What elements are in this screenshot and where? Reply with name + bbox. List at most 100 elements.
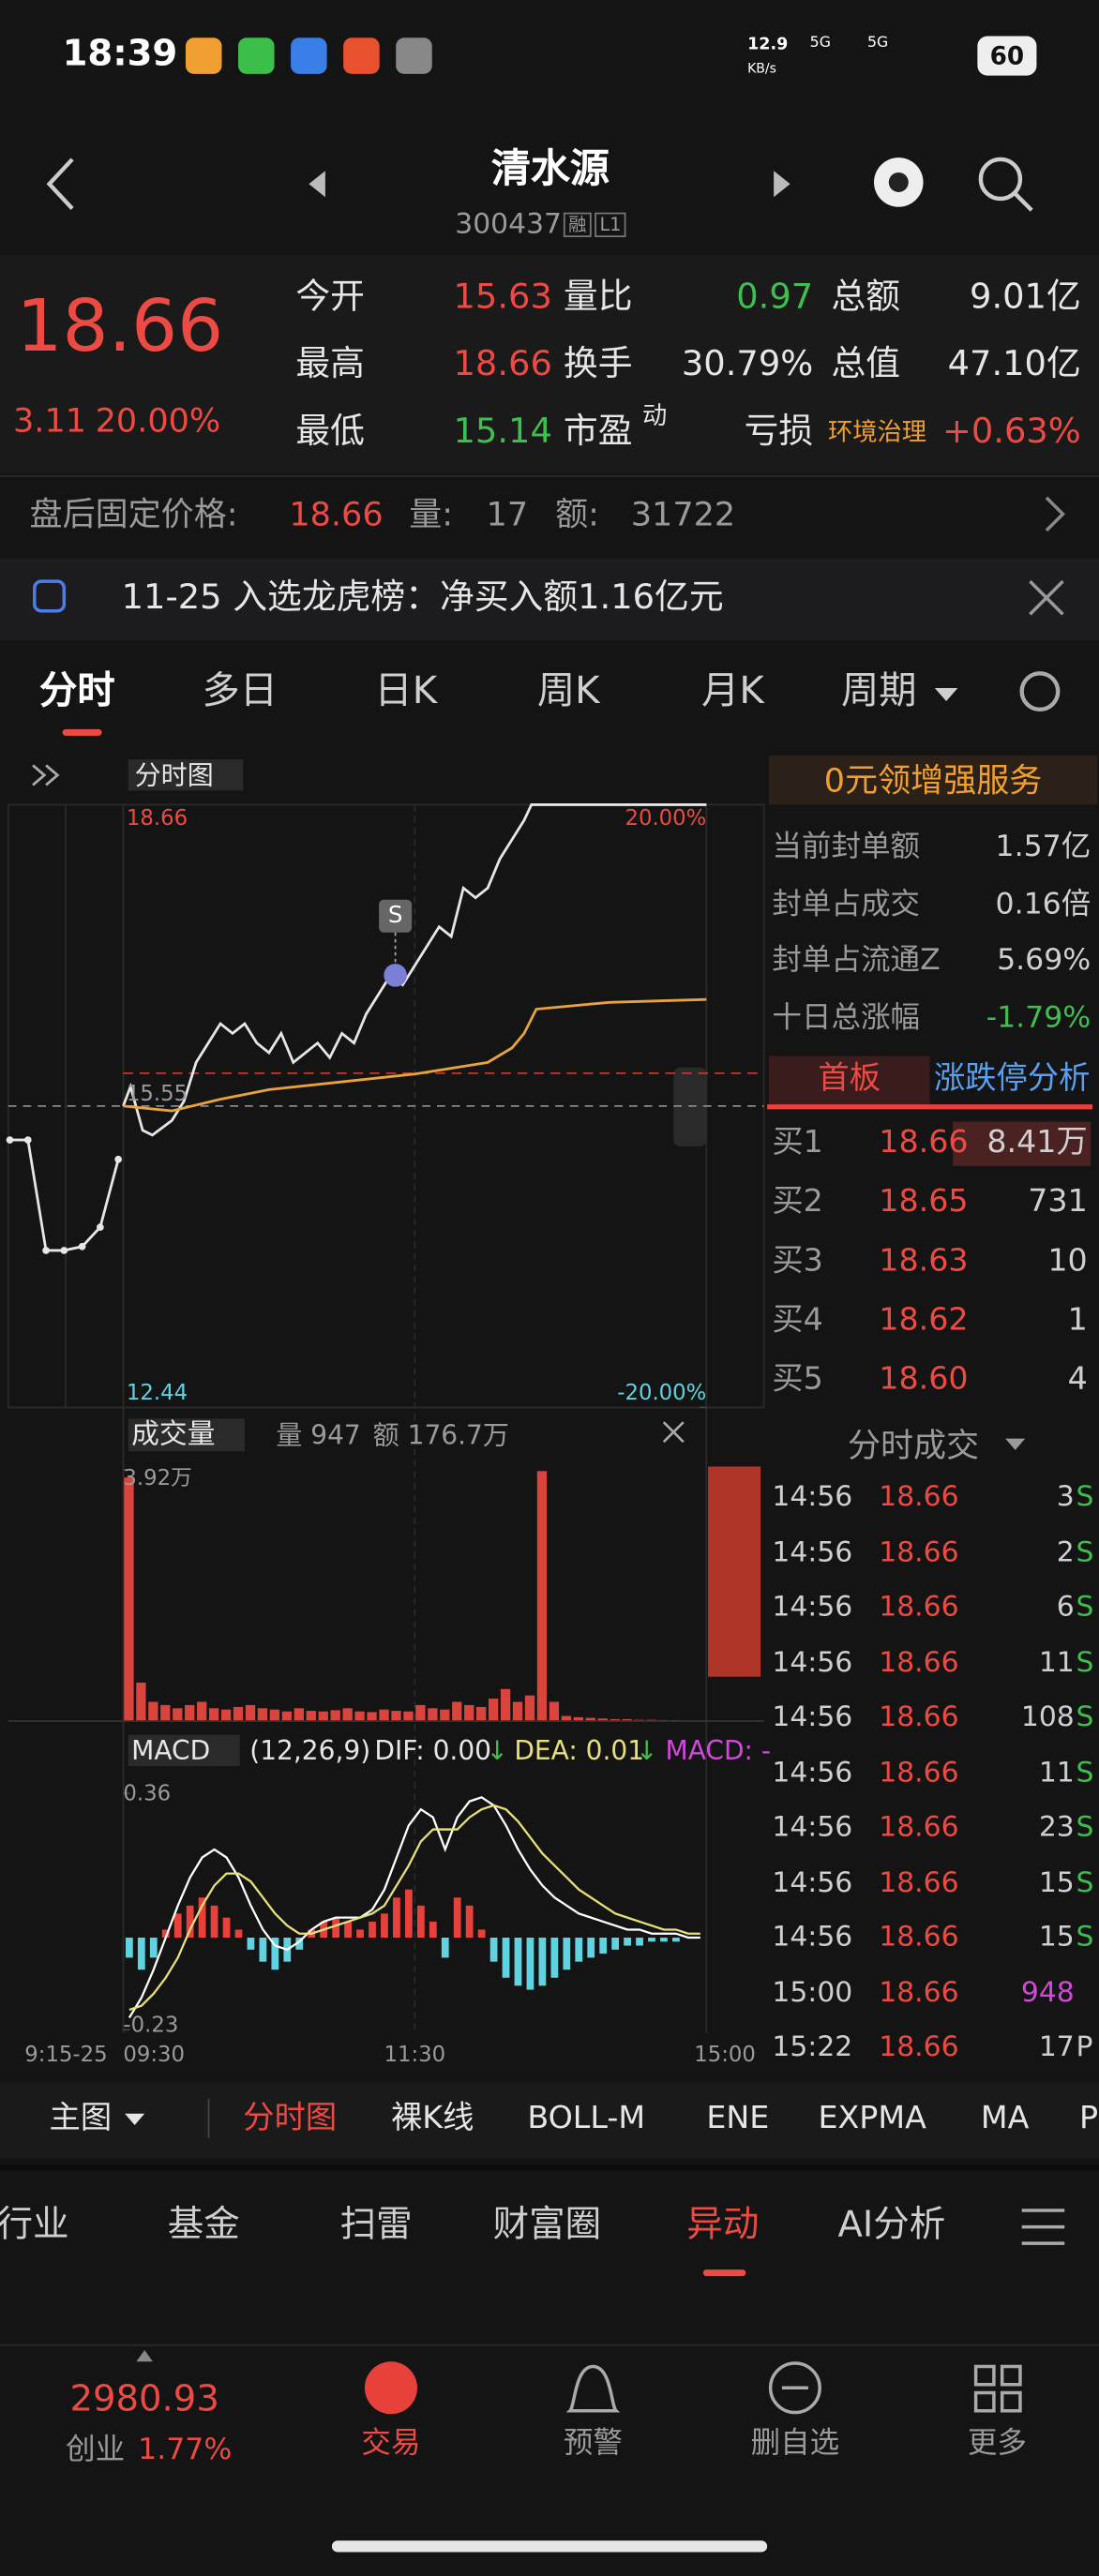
macd-dropdown[interactable]: MACD: [128, 1734, 240, 1767]
trade-volume: 15: [1038, 1865, 1075, 1899]
status-icon: [396, 37, 432, 74]
macd-bar: [575, 1938, 583, 1962]
trade-time: 15:00: [772, 1976, 853, 2010]
notice[interactable]: 11-25 入选龙虎榜：净买入额1.16亿元: [121, 577, 724, 617]
volume-bar: [197, 1701, 207, 1721]
volume-dropdown[interactable]: 成交量: [128, 1418, 246, 1453]
tab-underline: [702, 2269, 746, 2277]
dif-label: DIF: 0.00: [374, 1734, 492, 1767]
trade-time: 14:56: [772, 1921, 853, 1954]
prev-icon[interactable]: [309, 171, 325, 198]
volume-bar: [220, 1709, 232, 1721]
trade-price: 18.66: [879, 1535, 959, 1569]
after-hours-amount: 31722: [630, 494, 736, 534]
indicator[interactable]: EXPMA: [818, 2099, 926, 2136]
volume-bar: [354, 1711, 365, 1721]
section-tab[interactable]: AI分析: [837, 2205, 946, 2247]
signal: 5G: [809, 35, 831, 52]
trade-time: 14:56: [772, 1591, 853, 1625]
indicator[interactable]: 分时图: [243, 2099, 338, 2136]
section-tab[interactable]: 基金: [167, 2205, 240, 2247]
promo-banner[interactable]: 0元领增强服务: [823, 760, 1043, 801]
field-label: 换手: [563, 343, 633, 383]
after-hours-volume: 17: [486, 494, 529, 534]
trade-volume: 11: [1038, 1756, 1075, 1790]
main-chart-select[interactable]: 主图: [49, 2099, 113, 2136]
panel-tab[interactable]: 首板: [818, 1060, 881, 1097]
stat-label: 封单占成交: [772, 886, 921, 921]
trade-side: S: [1076, 1865, 1094, 1899]
section-tab[interactable]: 扫雷: [339, 2205, 413, 2247]
last-price: 18.66: [16, 285, 224, 369]
chart-tab[interactable]: 周K: [536, 670, 600, 713]
macd-bar: [514, 1938, 522, 1986]
search-icon[interactable]: [978, 157, 1023, 202]
macd-bar: [526, 1938, 534, 1990]
indicator[interactable]: 裸K线: [390, 2099, 474, 2136]
next-icon[interactable]: [774, 171, 790, 198]
macd-bar: [381, 1913, 388, 1939]
trade-price: 18.66: [879, 1645, 959, 1679]
trade-side: S: [1076, 1811, 1094, 1845]
section-tab[interactable]: 行业: [0, 2205, 69, 2247]
macd-bar: [416, 1905, 425, 1939]
indicator[interactable]: P: [1078, 2099, 1099, 2136]
change: 3.11: [13, 400, 87, 441]
panel-tab[interactable]: 涨跌停分析: [933, 1060, 1091, 1097]
chart-tab[interactable]: 日K: [374, 670, 438, 713]
nav-item[interactable]: 交易: [361, 2425, 421, 2461]
trade-side: S: [1076, 1645, 1094, 1679]
trade-side: S: [1076, 1921, 1094, 1954]
volume-bar: [524, 1695, 535, 1721]
indicator[interactable]: BOLL-M: [527, 2099, 646, 2136]
indicator[interactable]: MA: [980, 2099, 1030, 2136]
macd-bar: [161, 1929, 170, 1939]
macd-bar: [125, 1938, 133, 1958]
volume-bar: [306, 1711, 316, 1721]
trade-time: 14:56: [772, 1535, 853, 1569]
volume-bar: [403, 1711, 414, 1721]
stat-value: 1.57亿: [995, 830, 1091, 864]
macd-bar: [210, 1905, 218, 1939]
chart-tab[interactable]: 多日: [202, 670, 279, 713]
indicator[interactable]: ENE: [706, 2099, 770, 2136]
trade-side: S: [1076, 1756, 1094, 1790]
volume-bar: [585, 1717, 595, 1721]
close-icon[interactable]: [1029, 579, 1064, 616]
chart-tab[interactable]: 月K: [701, 670, 764, 713]
dropdown-arrow: [125, 2113, 145, 2125]
amount-value: 额 176.7万: [372, 1419, 509, 1451]
section-tab[interactable]: 异动: [686, 2205, 760, 2247]
field-label: 总额: [831, 277, 901, 317]
macd-bar: [660, 1938, 668, 1942]
chart-dropdown[interactable]: 分时图: [128, 759, 244, 791]
chart-tab[interactable]: 周期: [840, 670, 917, 713]
volume-bar: [330, 1710, 340, 1721]
y2-tick-label: -20.00%: [617, 1381, 707, 1406]
nav-item[interactable]: 删自选: [750, 2425, 840, 2461]
trade-volume: 11: [1038, 1645, 1075, 1679]
stat-value: 5.69%: [997, 943, 1091, 979]
x-tick-label: 11:30: [384, 2043, 446, 2068]
macd-bar: [137, 1938, 145, 1970]
section-tab[interactable]: 财富圈: [492, 2205, 602, 2247]
bid-volume: 1: [1067, 1301, 1088, 1339]
settings-icon[interactable]: [1019, 671, 1061, 712]
back-icon[interactable]: [46, 157, 74, 210]
bid-price: 18.63: [879, 1242, 969, 1280]
status-icon: [238, 37, 275, 74]
volume-bar: [233, 1706, 244, 1721]
chart-tab[interactable]: 分时: [39, 670, 115, 713]
volume-bar: [536, 1471, 548, 1721]
nav-item[interactable]: 预警: [563, 2425, 623, 2461]
field-label: 最高: [295, 343, 365, 383]
volume-bar: [269, 1709, 280, 1721]
volume-bar: [379, 1709, 389, 1721]
nav-item[interactable]: 更多: [967, 2425, 1027, 2461]
bid-price: 18.65: [879, 1183, 969, 1220]
volume-bar: [281, 1711, 293, 1721]
bid-price: 18.62: [879, 1301, 969, 1339]
volume-bar: [245, 1704, 256, 1721]
macd-bar: [587, 1938, 595, 1958]
